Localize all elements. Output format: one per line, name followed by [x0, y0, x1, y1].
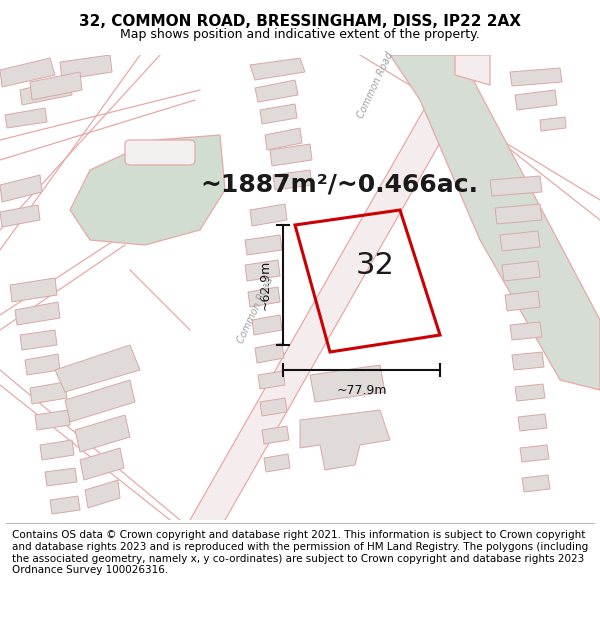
Text: ~1887m²/~0.466ac.: ~1887m²/~0.466ac. [200, 173, 478, 197]
Polygon shape [500, 231, 540, 251]
Polygon shape [505, 291, 540, 311]
Polygon shape [35, 410, 70, 430]
Polygon shape [273, 170, 312, 190]
Polygon shape [250, 204, 287, 226]
Polygon shape [522, 475, 550, 492]
Polygon shape [70, 135, 225, 245]
Polygon shape [10, 278, 57, 302]
Text: ~62.9m: ~62.9m [259, 260, 271, 310]
Polygon shape [300, 410, 390, 470]
Polygon shape [510, 322, 542, 340]
Polygon shape [190, 55, 490, 520]
Text: 32: 32 [356, 251, 394, 279]
Polygon shape [50, 496, 80, 514]
Polygon shape [260, 104, 297, 124]
Polygon shape [260, 398, 287, 416]
Polygon shape [250, 58, 305, 80]
Text: Common Road: Common Road [235, 275, 275, 345]
Polygon shape [252, 315, 282, 335]
Polygon shape [45, 468, 77, 486]
Polygon shape [30, 72, 82, 100]
Polygon shape [264, 454, 290, 472]
Polygon shape [55, 345, 140, 392]
Polygon shape [262, 426, 289, 444]
Polygon shape [0, 205, 40, 227]
Polygon shape [40, 440, 74, 460]
Polygon shape [512, 352, 544, 370]
Polygon shape [20, 330, 57, 350]
Polygon shape [390, 55, 600, 390]
Text: Contains OS data © Crown copyright and database right 2021. This information is : Contains OS data © Crown copyright and d… [12, 531, 588, 575]
Polygon shape [248, 287, 280, 307]
Polygon shape [518, 414, 547, 431]
Text: ~77.9m: ~77.9m [336, 384, 387, 396]
Text: Map shows position and indicative extent of the property.: Map shows position and indicative extent… [120, 28, 480, 41]
Polygon shape [502, 261, 540, 281]
Polygon shape [515, 384, 545, 401]
Polygon shape [510, 68, 562, 86]
Polygon shape [245, 260, 280, 281]
Polygon shape [0, 175, 42, 202]
Polygon shape [490, 176, 542, 196]
Polygon shape [455, 55, 490, 85]
Polygon shape [20, 78, 72, 105]
Text: Common Road: Common Road [355, 50, 395, 120]
Polygon shape [25, 354, 60, 375]
Polygon shape [245, 235, 282, 255]
Polygon shape [0, 58, 55, 87]
Polygon shape [520, 445, 549, 462]
Polygon shape [265, 128, 302, 150]
Polygon shape [60, 55, 112, 80]
Polygon shape [30, 382, 67, 404]
Polygon shape [80, 448, 124, 480]
Polygon shape [310, 365, 385, 402]
Polygon shape [515, 90, 557, 110]
Polygon shape [5, 108, 47, 128]
Polygon shape [15, 302, 60, 325]
Text: 32, COMMON ROAD, BRESSINGHAM, DISS, IP22 2AX: 32, COMMON ROAD, BRESSINGHAM, DISS, IP22… [79, 14, 521, 29]
Polygon shape [85, 480, 120, 508]
Polygon shape [540, 117, 566, 131]
Polygon shape [255, 80, 298, 102]
Polygon shape [255, 343, 284, 363]
Polygon shape [75, 415, 130, 452]
Polygon shape [495, 204, 542, 224]
Polygon shape [258, 371, 285, 389]
Polygon shape [270, 144, 312, 166]
FancyBboxPatch shape [125, 140, 195, 165]
Polygon shape [65, 380, 135, 422]
